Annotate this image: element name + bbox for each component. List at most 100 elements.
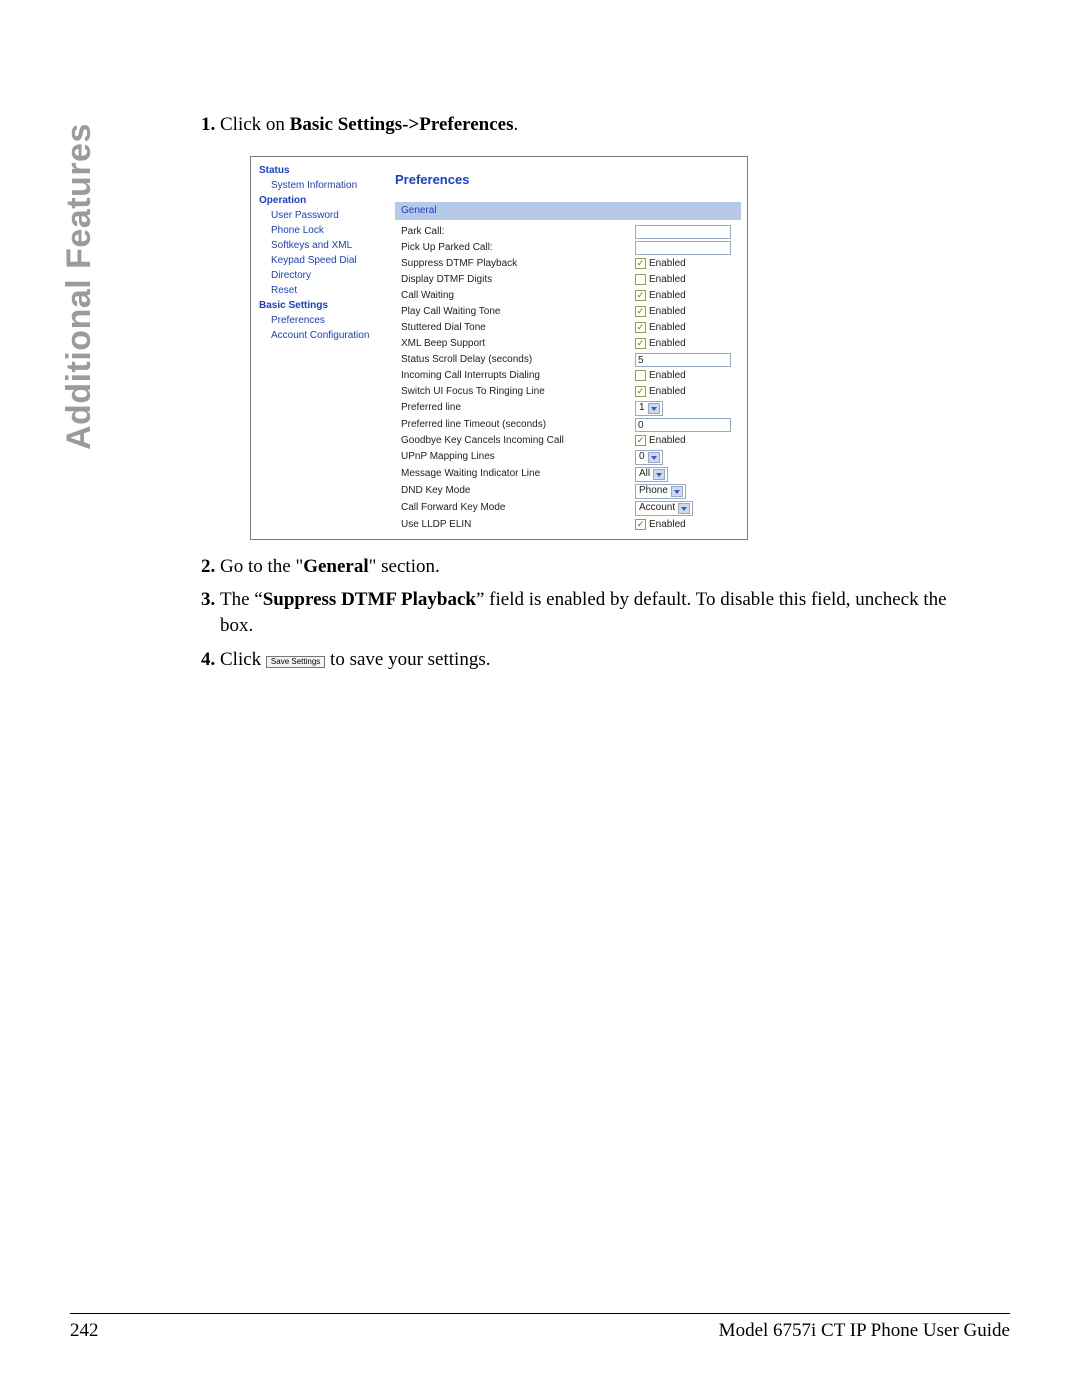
lbl-pref-timeout: Preferred line Timeout (seconds) xyxy=(395,418,635,432)
chevron-down-icon xyxy=(648,452,660,463)
nav-keypad[interactable]: Keypad Speed Dial xyxy=(259,253,383,268)
lbl-display-dtmf: Display DTMF Digits xyxy=(395,273,635,287)
footer-rule xyxy=(70,1313,1010,1314)
cb-lldp-lbl: Enabled xyxy=(649,518,686,532)
step-4: Click Save Settings to save your setting… xyxy=(220,647,950,673)
lbl-play-cw: Play Call Waiting Tone xyxy=(395,305,635,319)
lbl-park-call: Park Call: xyxy=(395,225,635,239)
lbl-pickup: Pick Up Parked Call: xyxy=(395,241,635,255)
lbl-mwi: Message Waiting Indicator Line xyxy=(395,467,635,481)
nav-reset[interactable]: Reset xyxy=(259,283,383,298)
footer-row: 242 Model 6757i CT IP Phone User Guide xyxy=(70,1320,1010,1342)
nav-softkeys[interactable]: Softkeys and XML xyxy=(259,238,383,253)
nav-prefs[interactable]: Preferences xyxy=(259,313,383,328)
chevron-down-icon xyxy=(678,503,690,514)
cb-display-dtmf-lbl: Enabled xyxy=(649,273,686,287)
nav-basic[interactable]: Basic Settings xyxy=(259,298,383,313)
nav-acct[interactable]: Account Configuration xyxy=(259,328,383,343)
row-pickup: Pick Up Parked Call: xyxy=(395,240,741,256)
row-pref-timeout: Preferred line Timeout (seconds) 0 xyxy=(395,417,741,433)
cb-xml-beep[interactable] xyxy=(635,338,646,349)
chevron-down-icon xyxy=(648,403,660,414)
input-scroll-delay[interactable]: 5 xyxy=(635,353,731,367)
lbl-incoming: Incoming Call Interrupts Dialing xyxy=(395,369,635,383)
cb-suppress-lbl: Enabled xyxy=(649,257,686,271)
row-upnp: UPnP Mapping Lines 0 xyxy=(395,449,741,466)
cb-play-cw[interactable] xyxy=(635,306,646,317)
row-play-cw: Play Call Waiting Tone Enabled xyxy=(395,304,741,320)
sel-dnd[interactable]: Phone xyxy=(635,484,686,499)
row-scroll-delay: Status Scroll Delay (seconds) 5 xyxy=(395,352,741,368)
page-number: 242 xyxy=(70,1320,99,1342)
cb-display-dtmf[interactable] xyxy=(635,274,646,285)
row-stuttered: Stuttered Dial Tone Enabled xyxy=(395,320,741,336)
nav-operation[interactable]: Operation xyxy=(259,193,383,208)
side-tab-text: Additional Features xyxy=(60,110,99,450)
step-2: Go to the "General" section. xyxy=(220,554,950,580)
row-pref-line: Preferred line 1 xyxy=(395,400,741,417)
step-1: Click on Basic Settings->Preferences. St… xyxy=(220,112,950,540)
lbl-dnd: DND Key Mode xyxy=(395,484,635,498)
nav-sysinfo[interactable]: System Information xyxy=(259,178,383,193)
input-park-call[interactable] xyxy=(635,225,731,239)
row-goodbye: Goodbye Key Cancels Incoming Call Enable… xyxy=(395,433,741,449)
row-cfwd: Call Forward Key Mode Account xyxy=(395,500,741,517)
main-content: Click on Basic Settings->Preferences. St… xyxy=(190,112,950,680)
sel-mwi-val: All xyxy=(639,467,650,481)
step-1-prefix: Click on xyxy=(220,114,290,135)
save-settings-button[interactable]: Save Settings xyxy=(266,656,325,668)
sel-cfwd[interactable]: Account xyxy=(635,501,693,516)
cb-switch-focus[interactable] xyxy=(635,386,646,397)
step-1-bold: Basic Settings->Preferences xyxy=(290,114,514,135)
sel-mwi[interactable]: All xyxy=(635,467,668,482)
row-suppress: Suppress DTMF Playback Enabled xyxy=(395,256,741,272)
row-xml-beep: XML Beep Support Enabled xyxy=(395,336,741,352)
step-2-suffix: " section. xyxy=(369,556,440,577)
row-incoming: Incoming Call Interrupts Dialing Enabled xyxy=(395,368,741,384)
row-display-dtmf: Display DTMF Digits Enabled xyxy=(395,272,741,288)
row-park-call: Park Call: xyxy=(395,224,741,240)
lbl-xml-beep: XML Beep Support xyxy=(395,337,635,351)
prefs-title: Preferences xyxy=(395,171,741,189)
nav-panel: Status System Information Operation User… xyxy=(251,157,389,539)
row-mwi: Message Waiting Indicator Line All xyxy=(395,466,741,483)
cb-xml-beep-lbl: Enabled xyxy=(649,337,686,351)
step-4-suffix: to save your settings. xyxy=(325,649,490,670)
side-tab-label: Additional Features xyxy=(60,110,100,450)
nav-directory[interactable]: Directory xyxy=(259,268,383,283)
cb-stuttered[interactable] xyxy=(635,322,646,333)
cb-play-cw-lbl: Enabled xyxy=(649,305,686,319)
lbl-upnp: UPnP Mapping Lines xyxy=(395,450,635,464)
cb-stuttered-lbl: Enabled xyxy=(649,321,686,335)
cb-goodbye[interactable] xyxy=(635,435,646,446)
sel-dnd-val: Phone xyxy=(639,484,668,498)
step-3-bold: Suppress DTMF Playback xyxy=(263,589,476,610)
lbl-scroll-delay: Status Scroll Delay (seconds) xyxy=(395,353,635,367)
general-header: General xyxy=(395,202,741,220)
step-3-prefix: The “ xyxy=(220,589,263,610)
lbl-pref-line: Preferred line xyxy=(395,401,635,415)
sel-upnp[interactable]: 0 xyxy=(635,450,663,465)
row-switch-focus: Switch UI Focus To Ringing Line Enabled xyxy=(395,384,741,400)
step-2-prefix: Go to the " xyxy=(220,556,303,577)
row-call-waiting: Call Waiting Enabled xyxy=(395,288,741,304)
sel-pref-line[interactable]: 1 xyxy=(635,401,663,416)
step-1-suffix: . xyxy=(514,114,519,135)
cb-incoming-lbl: Enabled xyxy=(649,369,686,383)
input-pref-timeout[interactable]: 0 xyxy=(635,418,731,432)
nav-phonelock[interactable]: Phone Lock xyxy=(259,223,383,238)
cb-call-waiting[interactable] xyxy=(635,290,646,301)
lbl-switch-focus: Switch UI Focus To Ringing Line xyxy=(395,385,635,399)
cb-lldp[interactable] xyxy=(635,519,646,530)
input-pickup[interactable] xyxy=(635,241,731,255)
step-list: Click on Basic Settings->Preferences. St… xyxy=(190,112,950,672)
cb-incoming[interactable] xyxy=(635,370,646,381)
nav-status[interactable]: Status xyxy=(259,163,383,178)
cb-suppress[interactable] xyxy=(635,258,646,269)
cb-goodbye-lbl: Enabled xyxy=(649,434,686,448)
footer-title: Model 6757i CT IP Phone User Guide xyxy=(719,1320,1010,1342)
lbl-cfwd: Call Forward Key Mode xyxy=(395,501,635,515)
step-2-bold: General xyxy=(303,556,368,577)
sel-pref-line-val: 1 xyxy=(639,401,645,415)
nav-userpw[interactable]: User Password xyxy=(259,208,383,223)
